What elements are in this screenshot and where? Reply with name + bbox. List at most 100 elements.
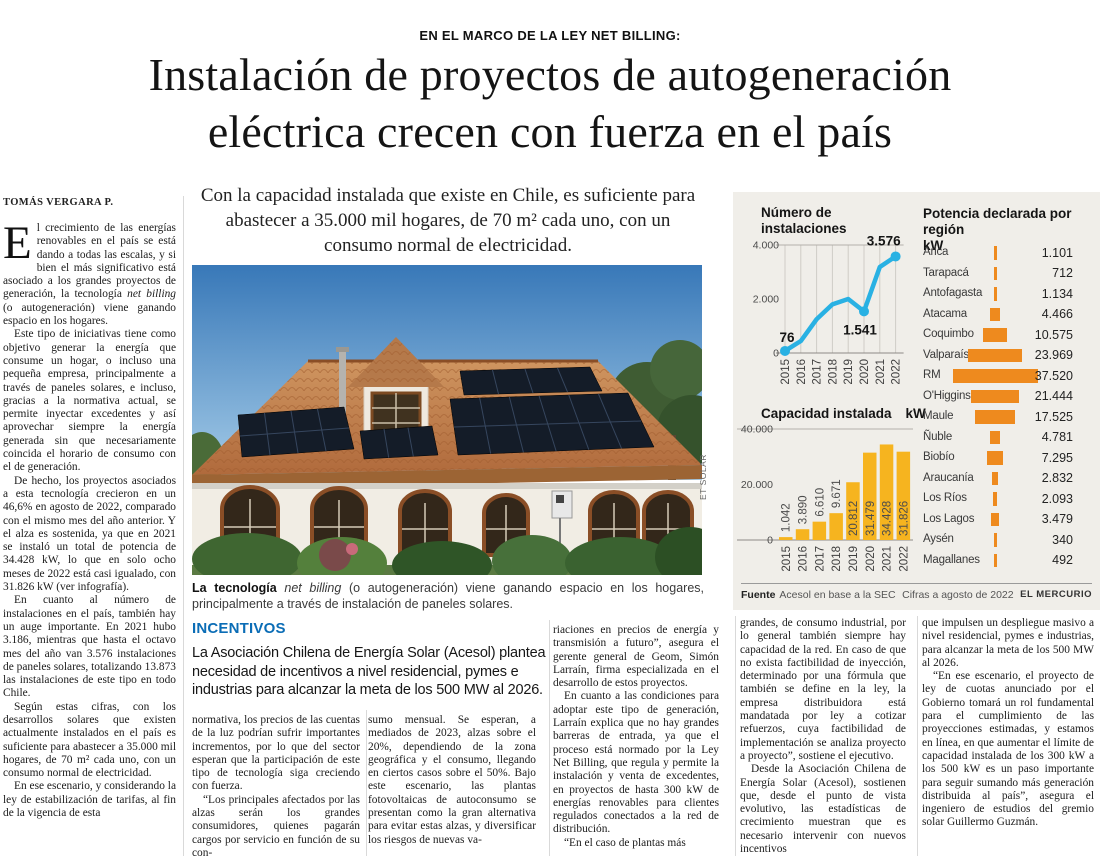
dormer xyxy=(348,337,444,456)
region-row: RM 37.520 xyxy=(923,366,1073,387)
paragraph: normativa, los precios de las cuentas de… xyxy=(192,714,360,793)
region-bar xyxy=(952,369,1038,383)
region-label: Maule xyxy=(923,410,954,422)
caption-text: (o autogeneración) viene ganando espacio… xyxy=(192,581,704,611)
svg-text:4.000: 4.000 xyxy=(753,240,779,252)
section-heading: INCENTIVOS xyxy=(192,620,286,637)
source-text: Acesol en base a la SEC xyxy=(779,589,896,601)
region-row: O'Higgins 21.444 xyxy=(923,387,1073,408)
region-label: Ñuble xyxy=(923,430,953,443)
article-photo xyxy=(192,265,702,575)
solar-house-illustration xyxy=(192,265,702,575)
svg-text:3.576: 3.576 xyxy=(867,233,901,248)
region-bar xyxy=(993,246,997,260)
svg-text:3.890: 3.890 xyxy=(798,495,810,524)
region-row: Araucanía 2.832 xyxy=(923,469,1073,490)
svg-text:0: 0 xyxy=(773,348,779,360)
region-label: Los Ríos xyxy=(923,492,967,504)
svg-text:20.812: 20.812 xyxy=(848,501,860,536)
svg-text:2.000: 2.000 xyxy=(753,294,779,306)
paragraph: grandes, de consumo industrial, por lo g… xyxy=(740,617,906,762)
svg-text:2021: 2021 xyxy=(882,546,894,572)
paragraph: “En ese escenario, el proyecto de ley de… xyxy=(922,670,1094,829)
chart-unit: kW xyxy=(905,406,926,421)
region-bar xyxy=(993,533,997,547)
incentivos-section: INCENTIVOS La Asociación Chilena de Ener… xyxy=(192,620,548,700)
region-value: 37.520 xyxy=(1034,368,1073,383)
svg-text:31.479: 31.479 xyxy=(865,501,877,536)
svg-text:2018: 2018 xyxy=(831,546,843,572)
svg-text:2022: 2022 xyxy=(898,546,910,572)
chimney xyxy=(336,347,349,446)
svg-text:2015: 2015 xyxy=(781,546,793,572)
infographic-panel: Número de instalaciones 0 2.000 4.000 76 1.5… xyxy=(733,192,1100,610)
region-row: Valparaíso 23.969 xyxy=(923,346,1073,367)
section-deck: La Asociación Chilena de Energía Solar (… xyxy=(192,645,546,698)
region-label: Aysén xyxy=(923,533,954,545)
svg-text:6.610: 6.610 xyxy=(814,488,826,517)
installations-line-chart: 0 2.000 4.000 76 1.541 3.576 2015 2016 2017 2018 2… xyxy=(753,233,904,385)
region-row: Biobío 7.295 xyxy=(923,448,1073,469)
svg-text:2017: 2017 xyxy=(812,359,824,385)
region-row: Atacama 4.466 xyxy=(923,305,1073,326)
photo-credit: ET SOLAR xyxy=(698,454,708,500)
region-label: Magallanes xyxy=(923,553,980,566)
region-row: Aysén 340 xyxy=(923,530,1073,551)
byline: TOMÁS VERGARA P. xyxy=(3,197,114,208)
headline-line-2: eléctrica crecen con fuerza en el país xyxy=(207,106,893,157)
region-value: 2.832 xyxy=(1041,471,1073,485)
region-label: Los Lagos xyxy=(923,512,975,525)
region-value: 1.134 xyxy=(1041,286,1073,301)
region-value: 21.444 xyxy=(1034,389,1073,403)
drop-cap: E xyxy=(3,222,32,269)
lead-paragraph: Con la capacidad instalada que existe en… xyxy=(200,185,696,256)
body-column-2: sumo mensual. Se esperan, a mediados de … xyxy=(368,714,536,860)
body-column-5: que impulsen un despliegue masivo a nive… xyxy=(922,617,1094,857)
column-rule xyxy=(735,616,736,856)
region-row: Tarapacá 712 xyxy=(923,264,1073,285)
svg-text:76: 76 xyxy=(779,330,795,345)
kicker: EN EL MARCO DE LA LEY NET BILLING: xyxy=(419,28,681,43)
paragraph: Según estas cifras, con los desarrollos … xyxy=(3,700,176,780)
paragraph-text: l crecimiento de las energías renovables… xyxy=(3,222,176,301)
region-bar xyxy=(989,307,1001,321)
paragraph: sumo mensual. Se esperan, a mediados de … xyxy=(368,714,536,846)
paragraph: En cuanto al número de instalaciones en … xyxy=(3,594,176,700)
region-value: 4.466 xyxy=(1041,307,1073,321)
svg-text:2019: 2019 xyxy=(843,359,855,385)
body-column-4: grandes, de consumo industrial, por lo g… xyxy=(740,617,906,857)
svg-text:40.000: 40.000 xyxy=(741,424,773,436)
region-label: Arica xyxy=(923,246,949,258)
region-bar xyxy=(992,492,998,506)
region-bar xyxy=(991,512,999,526)
column-rule xyxy=(366,710,367,856)
region-label: Coquimbo xyxy=(923,328,974,340)
chart-title-region: Potencia declarada por región kW xyxy=(923,206,1093,254)
region-value: 492 xyxy=(1052,553,1073,567)
region-row: Arica 1.101 xyxy=(923,243,1073,264)
chart-unit: kW xyxy=(923,238,944,253)
region-value: 7.295 xyxy=(1041,450,1073,465)
region-label: Antofagasta xyxy=(923,287,983,299)
paragraph: En cuanto a las condiciones para adoptar… xyxy=(553,690,719,836)
region-bar-chart: Arica 1.101 Tarapacá 712 Antofagasta 1.134 Ata… xyxy=(923,192,1073,592)
region-bar xyxy=(983,328,1007,342)
region-label: Valparaíso xyxy=(923,348,976,361)
headline: Instalación de proyectos de autogeneraci… xyxy=(0,46,1100,160)
column-rule xyxy=(183,196,184,856)
svg-text:1.042: 1.042 xyxy=(781,503,793,532)
paragraph-text: (o autogeneración) viene ganando espacio… xyxy=(3,301,176,328)
capacity-bar-chart: 0 20.000 40.000 1.042 2015 3.890 2016 6.610 2017… xyxy=(737,424,913,572)
bushes xyxy=(192,527,702,575)
chart-title-text: Potencia declarada por región xyxy=(923,206,1072,237)
region-label: Biobío xyxy=(923,451,955,463)
region-row: Antofagasta 1.134 xyxy=(923,284,1073,305)
paragraph: Este tipo de iniciativas tiene como obje… xyxy=(3,328,176,474)
svg-text:31.826: 31.826 xyxy=(898,501,910,536)
region-value: 23.969 xyxy=(1034,348,1073,362)
region-label: RM xyxy=(923,369,941,381)
region-row: Maule 17.525 xyxy=(923,407,1073,428)
region-bar xyxy=(967,348,1023,362)
svg-text:1.541: 1.541 xyxy=(843,322,877,337)
